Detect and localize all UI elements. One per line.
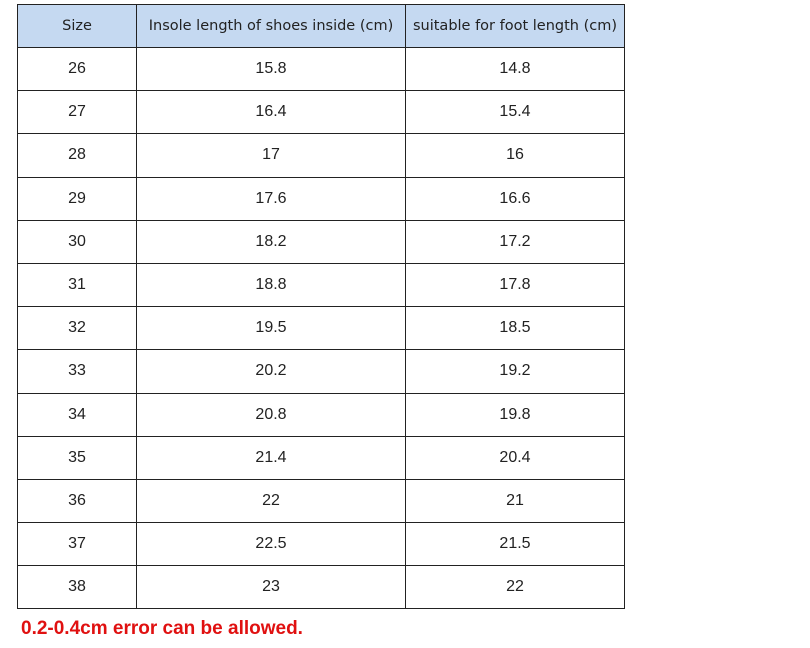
foot-length-cell: 15.4 — [405, 90, 625, 135]
foot-length-cell: 19.2 — [405, 349, 625, 394]
size-cell: 29 — [17, 176, 137, 221]
insole-length-cell: 23 — [136, 565, 406, 610]
foot-length-cell: 18.5 — [405, 306, 625, 351]
header-size: Size — [17, 4, 137, 48]
foot-length-cell: 17.2 — [405, 219, 625, 264]
insole-length-cell: 21.4 — [136, 435, 406, 480]
size-cell: 28 — [17, 133, 137, 178]
size-cell: 34 — [17, 392, 137, 437]
foot-length-cell: 16 — [405, 133, 625, 178]
insole-length-cell: 15.8 — [136, 46, 406, 92]
table-row: 32 19.5 18.5 — [17, 306, 625, 351]
table-row: 31 18.8 17.8 — [17, 262, 625, 308]
table-row: 27 16.4 15.4 — [17, 90, 625, 135]
insole-length-cell: 22.5 — [136, 522, 406, 567]
insole-length-cell: 17.6 — [136, 176, 406, 221]
table-row: 38 23 22 — [17, 565, 625, 610]
foot-length-cell: 20.4 — [405, 435, 625, 480]
foot-length-cell: 17.8 — [405, 262, 625, 308]
header-row: Size Insole length of shoes inside (cm) … — [17, 4, 625, 48]
insole-length-cell: 20.8 — [136, 392, 406, 437]
size-cell: 27 — [17, 90, 137, 135]
foot-length-cell: 21.5 — [405, 522, 625, 567]
foot-length-cell: 22 — [405, 565, 625, 610]
table-row: 28 17 16 — [17, 133, 625, 178]
table-row: 34 20.8 19.8 — [17, 392, 625, 437]
size-cell: 35 — [17, 435, 137, 480]
table-row: 35 21.4 20.4 — [17, 435, 625, 480]
insole-length-cell: 19.5 — [136, 306, 406, 351]
header-foot-length: suitable for foot length (cm) — [405, 4, 625, 48]
insole-length-cell: 17 — [136, 133, 406, 178]
table-row: 37 22.5 21.5 — [17, 522, 625, 567]
size-cell: 33 — [17, 349, 137, 394]
header-insole-length: Insole length of shoes inside (cm) — [136, 4, 406, 48]
insole-length-cell: 18.2 — [136, 219, 406, 264]
error-note: 0.2-0.4cm error can be allowed. — [21, 618, 303, 639]
insole-length-cell: 20.2 — [136, 349, 406, 394]
size-cell: 32 — [17, 306, 137, 351]
foot-length-cell: 16.6 — [405, 176, 625, 221]
size-cell: 30 — [17, 219, 137, 264]
foot-length-cell: 19.8 — [405, 392, 625, 437]
table-row: 33 20.2 19.2 — [17, 349, 625, 394]
table-row: 30 18.2 17.2 — [17, 219, 625, 264]
insole-length-cell: 18.8 — [136, 262, 406, 308]
size-cell: 38 — [17, 565, 137, 610]
size-cell: 36 — [17, 478, 137, 524]
size-chart-table: Size Insole length of shoes inside (cm) … — [17, 4, 625, 610]
foot-length-cell: 14.8 — [405, 46, 625, 92]
size-cell: 31 — [17, 262, 137, 308]
size-cell: 26 — [17, 46, 137, 92]
insole-length-cell: 16.4 — [136, 90, 406, 135]
foot-length-cell: 21 — [405, 478, 625, 524]
insole-length-cell: 22 — [136, 478, 406, 524]
size-cell: 37 — [17, 522, 137, 567]
table-row: 36 22 21 — [17, 478, 625, 524]
table-row: 26 15.8 14.8 — [17, 46, 625, 92]
table-row: 29 17.6 16.6 — [17, 176, 625, 221]
